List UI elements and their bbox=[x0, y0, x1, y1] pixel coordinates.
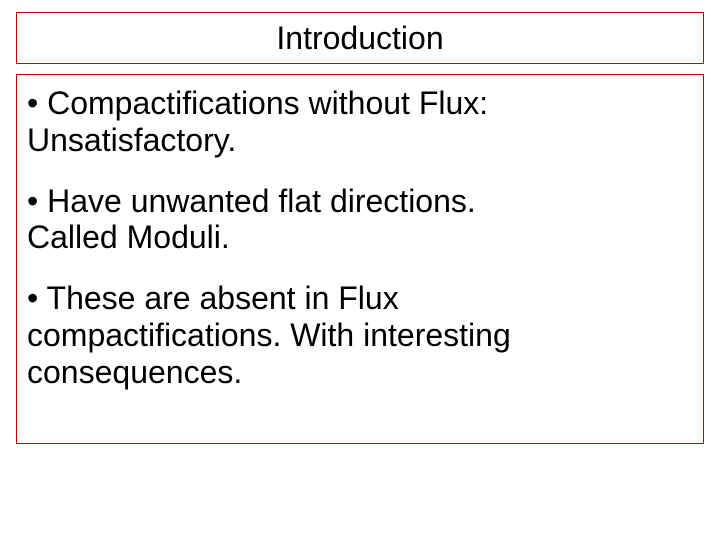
content-box: • Compactifications without Flux:Unsatis… bbox=[16, 74, 704, 444]
bullet-line: consequences. bbox=[27, 354, 693, 391]
bullet-line: compactifications. With interesting bbox=[27, 317, 693, 354]
slide: Introduction • Compactifications without… bbox=[0, 0, 720, 540]
title-box: Introduction bbox=[16, 12, 704, 64]
bullet-item: • These are absent in Fluxcompactificati… bbox=[27, 280, 693, 390]
bullet-line: • Have unwanted flat directions. bbox=[27, 183, 693, 220]
bullet-line: • These are absent in Flux bbox=[27, 280, 693, 317]
bullet-line: Called Moduli. bbox=[27, 219, 693, 256]
bullet-line: Unsatisfactory. bbox=[27, 122, 693, 159]
slide-title: Introduction bbox=[276, 20, 443, 57]
bullet-item: • Compactifications without Flux:Unsatis… bbox=[27, 85, 693, 159]
bullet-item: • Have unwanted flat directions.Called M… bbox=[27, 183, 693, 257]
bullet-line: • Compactifications without Flux: bbox=[27, 85, 693, 122]
